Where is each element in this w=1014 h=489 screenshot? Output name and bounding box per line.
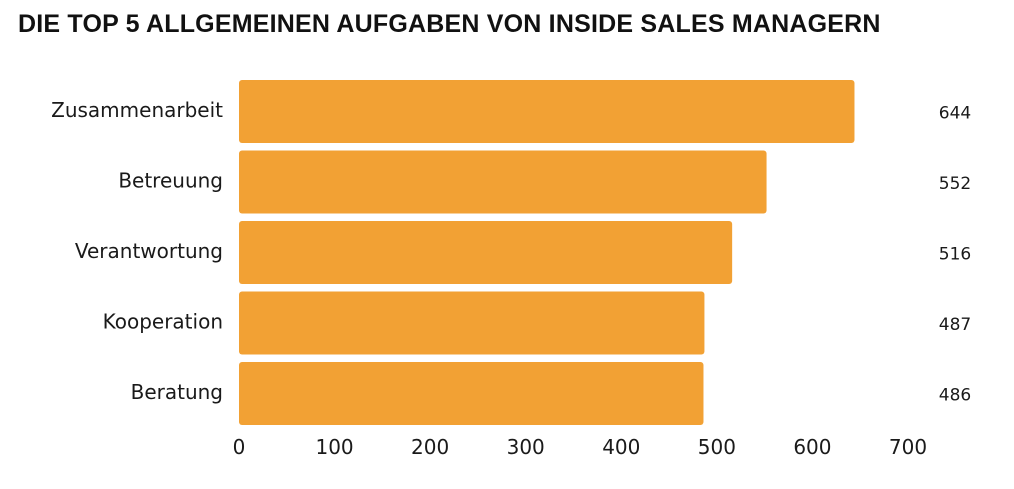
bar-betreuung (239, 150, 767, 214)
category-labels-group: Zusammenarbeit Betreuung Verantwortung Koop… (51, 98, 223, 404)
x-tick-label: 600 (793, 435, 831, 459)
bar-verantwortung (239, 221, 733, 284)
x-tick-label: 500 (698, 435, 736, 459)
value-labels-group: 644 552 516 487 486 (939, 104, 971, 406)
value-label: 516 (939, 245, 971, 265)
chart-title: DIE TOP 5 ALLGEMEINEN AUFGABEN VON INSID… (18, 10, 881, 38)
x-tick-label: 0 (233, 435, 246, 459)
category-label: Verantwortung (75, 239, 223, 263)
category-label: Zusammenarbeit (51, 98, 223, 122)
value-label: 552 (939, 174, 971, 194)
bar-kooperation (239, 291, 705, 355)
x-tick-label: 200 (411, 435, 449, 459)
bar-zusammenarbeit (239, 80, 855, 143)
value-label: 486 (939, 386, 971, 406)
x-tick-label: 100 (315, 435, 353, 459)
category-label: Beratung (131, 380, 223, 404)
bars-group (239, 80, 855, 425)
x-axis-ticks-group: 0 100 200 300 400 500 600 700 (233, 435, 927, 459)
category-label: Betreuung (118, 169, 223, 193)
value-label: 644 (939, 104, 971, 124)
bar-beratung (239, 362, 704, 425)
category-label: Kooperation (103, 310, 223, 334)
x-tick-label: 700 (889, 435, 927, 459)
value-label: 487 (939, 315, 971, 335)
x-tick-label: 300 (507, 435, 545, 459)
x-tick-label: 400 (602, 435, 640, 459)
